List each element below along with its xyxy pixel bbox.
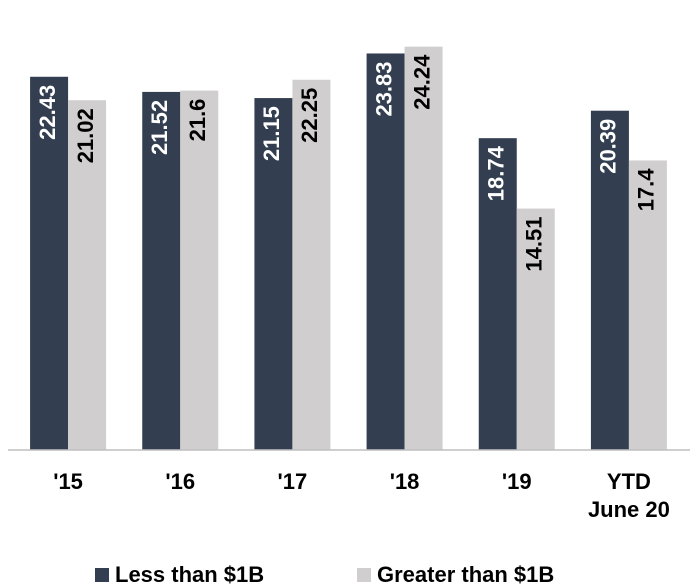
bar (478, 138, 517, 451)
value-label: 22.25 (297, 88, 322, 143)
bar (516, 208, 555, 450)
x-tick-label: '15 (53, 469, 83, 494)
bar (180, 90, 219, 451)
bar (30, 76, 69, 450)
bar (254, 98, 293, 451)
value-label: 21.6 (185, 99, 210, 142)
bar (142, 91, 181, 451)
legend-swatch (357, 568, 371, 582)
bar (404, 46, 443, 451)
bar (292, 79, 331, 450)
value-label: 23.83 (371, 61, 396, 116)
legend-swatch (95, 568, 109, 582)
legend-label: Less than $1B (115, 562, 264, 587)
value-label: 18.74 (484, 145, 509, 201)
value-label: 24.24 (409, 54, 434, 110)
x-tick-label: YTD June 20 (587, 469, 670, 522)
x-tick-label: '19 (501, 469, 532, 494)
bar (590, 110, 629, 451)
value-label: 21.52 (147, 100, 172, 155)
value-label: 21.15 (259, 106, 284, 161)
value-label: 22.43 (35, 85, 60, 140)
bar (68, 100, 107, 450)
x-tick-label: '16 (165, 469, 196, 494)
bar (366, 53, 405, 450)
bar (628, 160, 667, 451)
x-tick-label: '17 (277, 469, 308, 494)
value-label: 14.51 (522, 217, 547, 272)
value-label: 20.39 (596, 119, 621, 174)
value-label: 21.02 (73, 108, 98, 163)
x-tick-label: '18 (389, 469, 420, 494)
legend-label: Greater than $1B (377, 562, 554, 587)
value-label: 17.4 (634, 168, 659, 212)
